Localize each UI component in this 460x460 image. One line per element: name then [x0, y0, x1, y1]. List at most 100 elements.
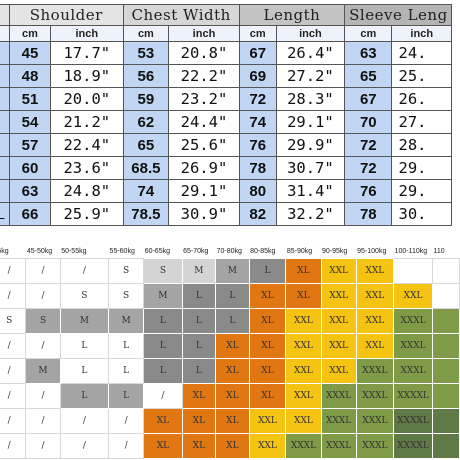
- chest-cm-cell: 62: [122, 110, 170, 134]
- size-recommendation-cell: /: [0, 383, 27, 409]
- size-recommendation-cell: XXXXL: [393, 433, 433, 459]
- weight-row: / / L L L L XL XL XXL XXL XXL XXXL: [0, 333, 460, 359]
- size-recommendation-cell: /: [0, 433, 27, 459]
- size-recommendation-cell: [393, 258, 433, 284]
- size-recommendation-cell: /: [0, 283, 27, 309]
- sleeve-length-header: Sleeve Leng: [344, 4, 452, 26]
- weight-range-label: 110: [433, 248, 445, 255]
- size-recommendation-cell: XXL: [285, 383, 322, 409]
- shoulder-in-cell: 20.0": [50, 87, 124, 111]
- size-recommendation-cell: /: [59, 433, 110, 459]
- size-recommendation-cell: XXL: [393, 283, 433, 309]
- unit-corner: [0, 25, 10, 42]
- size-recommendation-cell: [432, 358, 460, 384]
- chest-width-header: Chest Width: [122, 4, 240, 26]
- size-recommendation-cell: /: [25, 433, 61, 459]
- size-recommendation-cell: L: [59, 358, 110, 384]
- size-row: 54 21.2" 62 24.4" 74 29.1" 70 27.: [0, 110, 452, 134]
- weight-size-guide: 45kg 45-50kg 50-55kg 55-60kg 60-65kg 65-70kg 7…: [0, 245, 460, 459]
- length-cm-cell: 82: [238, 202, 277, 226]
- shoulder-header: Shoulder: [9, 4, 124, 26]
- length-cm-cell: 69: [238, 64, 277, 88]
- size-recommendation-cell: /: [108, 433, 145, 459]
- sleeve-in-cell: 24.: [391, 41, 452, 65]
- size-recommendation-cell: XL: [143, 408, 183, 434]
- size-recommendation-cell: XL: [215, 333, 250, 359]
- sleeve-cm-cell: 67: [344, 87, 393, 111]
- weight-range-label: 45-50kg: [26, 248, 53, 255]
- size-recommendation-cell: XL: [215, 358, 250, 384]
- shoulder-in-cell: 24.8": [50, 179, 124, 203]
- size-label: [0, 156, 10, 180]
- size-recommendation-cell: L: [143, 333, 183, 359]
- size-recommendation-cell: M: [215, 258, 250, 284]
- size-recommendation-cell: S: [25, 308, 61, 334]
- size-recommendation-cell: L: [108, 383, 145, 409]
- size-recommendation-cell: M: [59, 308, 110, 334]
- shoulder-cm-cell: 60: [8, 156, 52, 180]
- chest-in-cell: 22.2": [168, 64, 240, 88]
- weight-range-label: 90-95kg: [322, 248, 348, 255]
- size-recommendation-cell: XXXL: [320, 408, 357, 434]
- chest-cm-cell: 59: [122, 87, 170, 111]
- chest-in-cell: 26.9": [168, 156, 240, 180]
- size-recommendation-cell: L: [59, 383, 110, 409]
- size-recommendation-cell: /: [59, 408, 110, 434]
- weight-row: / M L L L L XL XL XXL XXL XXXL XXXL: [0, 358, 460, 384]
- size-recommendation-cell: XXL: [355, 283, 395, 309]
- shoulder-in-cell: 21.2": [50, 110, 124, 134]
- size-recommendation-cell: /: [25, 258, 61, 284]
- size-recommendation-cell: /: [0, 408, 27, 434]
- sleeve-cm-cell: 70: [344, 110, 393, 134]
- size-row: 60 23.6" 68.5 26.9" 78 30.7" 72 29.: [0, 156, 452, 180]
- weight-row: S S M M L L L XL XXL XXL XXL XXXL: [0, 308, 460, 334]
- length-cm-cell: 76: [238, 133, 277, 157]
- size-recommendation-cell: XL: [181, 383, 217, 409]
- size-recommendation-cell: M: [181, 258, 217, 284]
- weight-range-label: 60-65kg: [144, 248, 170, 255]
- weight-range-label: 65-70kg: [183, 248, 209, 255]
- size-recommendation-cell: XXXL: [355, 408, 395, 434]
- unit-cm: cm: [122, 25, 170, 42]
- weight-row: / / / / XL XL XL XXL XXL XXXL XXXL XXXXL: [0, 408, 460, 434]
- size-recommendation-cell: XXL: [248, 433, 287, 459]
- size-label: [0, 87, 10, 111]
- size-recommendation-cell: S: [0, 308, 27, 334]
- size-recommendation-cell: XXL: [320, 333, 357, 359]
- sleeve-in-cell: 29.: [391, 179, 452, 203]
- size-label: [0, 110, 10, 134]
- size-recommendation-cell: XXXL: [285, 433, 322, 459]
- unit-inch: inch: [50, 25, 124, 42]
- sleeve-cm-cell: 76: [344, 179, 393, 203]
- chest-cm-cell: 74: [122, 179, 170, 203]
- size-recommendation-cell: /: [25, 333, 61, 359]
- size-recommendation-cell: XXL: [285, 308, 322, 334]
- size-recommendation-cell: [432, 408, 460, 434]
- chest-cm-cell: 56: [122, 64, 170, 88]
- measurement-group-row: Shoulder Chest Width Length Sleeve Leng: [0, 4, 452, 26]
- size-recommendation-cell: XL: [285, 283, 322, 309]
- chest-cm-cell: 53: [122, 41, 170, 65]
- size-chart-table: Shoulder Chest Width Length Sleeve Leng …: [0, 4, 452, 226]
- size-recommendation-cell: XXL: [285, 408, 322, 434]
- unit-cm: cm: [344, 25, 393, 42]
- chest-cm-cell: 68.5: [122, 156, 170, 180]
- size-recommendation-cell: /: [143, 383, 183, 409]
- size-recommendation-cell: L: [215, 308, 250, 334]
- weight-range-label: 55-60kg: [109, 248, 135, 255]
- size-recommendation-cell: XL: [248, 358, 287, 384]
- size-label: [0, 133, 10, 157]
- sleeve-cm-cell: 78: [344, 202, 393, 226]
- size-recommendation-cell: [432, 383, 460, 409]
- size-recommendation-cell: XL: [143, 433, 183, 459]
- size-recommendation-cell: XXXL: [393, 358, 433, 384]
- size-recommendation-cell: XXL: [355, 333, 395, 359]
- size-recommendation-cell: M: [25, 358, 61, 384]
- chest-in-cell: 23.2": [168, 87, 240, 111]
- size-recommendation-cell: XXXL: [393, 308, 433, 334]
- size-recommendation-cell: [432, 258, 460, 284]
- chest-in-cell: 30.9": [168, 202, 240, 226]
- size-recommendation-cell: XXL: [285, 358, 322, 384]
- shoulder-cm-cell: 48: [8, 64, 52, 88]
